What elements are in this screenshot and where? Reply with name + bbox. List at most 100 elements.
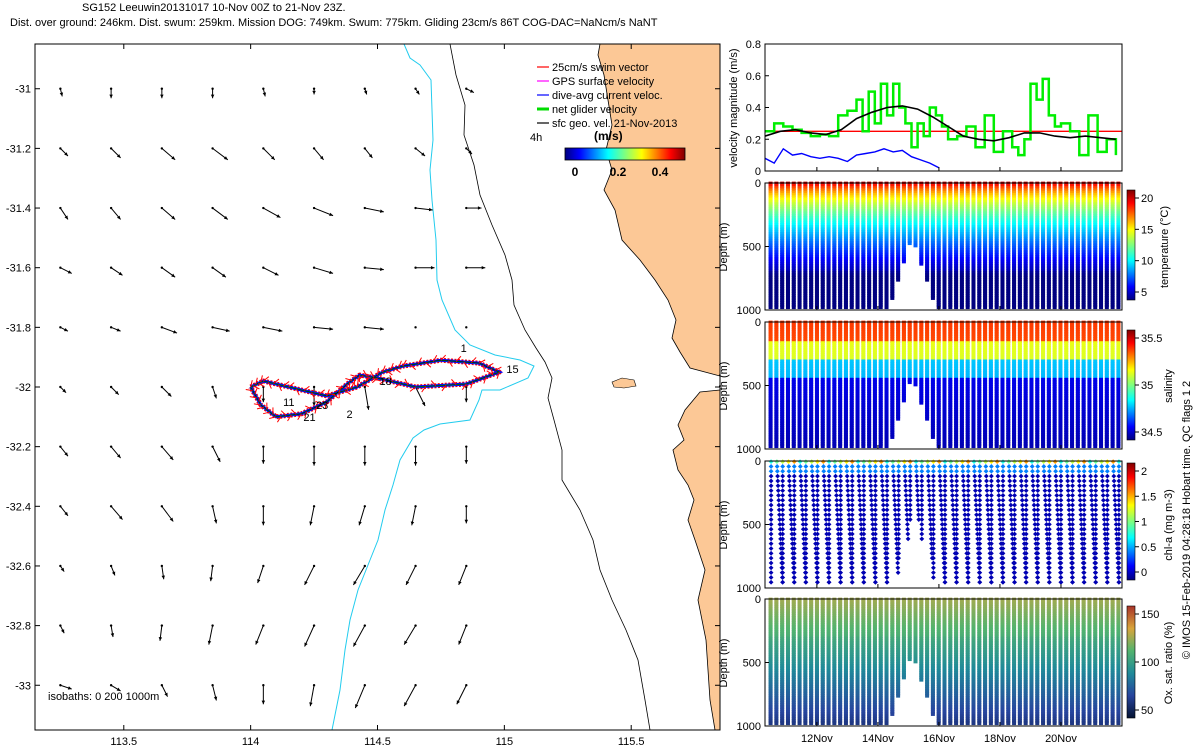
data-marker [780,375,785,380]
data-marker [971,183,976,188]
data-marker [803,227,808,232]
data-marker [843,334,848,339]
data-marker [1023,257,1028,262]
data-marker [971,279,976,284]
data-marker [872,400,877,405]
data-marker [896,238,901,243]
data-marker [843,190,848,195]
data-marker [814,211,819,216]
data-marker [861,277,866,282]
map-ytick-label: -32.8 [6,621,31,633]
data-marker [785,345,790,350]
data-marker [936,241,941,246]
data-marker [1000,300,1005,305]
data-marker [878,364,883,369]
data-marker [785,243,790,248]
data-marker [803,291,808,296]
data-marker [838,407,843,412]
data-marker [925,193,930,198]
data-marker [814,364,819,369]
data-marker [809,428,814,433]
swim-vector [305,405,312,410]
data-marker [843,359,848,364]
data-marker [791,183,796,188]
data-marker [838,206,843,211]
data-marker [896,325,901,330]
data-marker [890,243,895,248]
data-marker [994,300,999,305]
data-marker [855,373,860,378]
data-marker [1081,195,1086,200]
data-marker [925,275,930,280]
data-marker [971,247,976,252]
data-marker [843,382,848,387]
data-marker [768,245,773,250]
data-marker [1093,268,1098,273]
data-marker [780,320,785,325]
data-marker [861,380,866,385]
data-marker [832,334,837,339]
data-marker [843,393,848,398]
data-marker [872,225,877,230]
data-marker [797,295,802,300]
data-marker [1017,268,1022,273]
data-marker [1116,302,1121,307]
data-marker [1070,302,1075,307]
data-marker [809,305,814,310]
swim-vector [371,377,378,384]
data-marker [809,391,814,396]
colorbar-tick-label: 10 [1141,256,1153,268]
map-legend: 25cm/s swim vector GPS surface velocity … [530,62,686,179]
data-marker [1070,213,1075,218]
data-marker [948,245,953,250]
data-marker [774,282,779,287]
data-marker [820,193,825,198]
data-marker [872,245,877,250]
data-marker [1099,257,1104,262]
data-marker [1006,183,1011,188]
data-marker [896,389,901,394]
data-marker [1023,289,1028,294]
data-marker [774,341,779,346]
data-marker [803,336,808,341]
data-marker [1029,186,1034,191]
data-marker [907,211,912,216]
data-marker [768,234,773,239]
data-marker [791,380,796,385]
data-marker [1029,247,1034,252]
data-marker [1012,213,1017,218]
data-marker [907,220,912,225]
data-marker [826,183,831,188]
data-marker [977,286,982,291]
data-marker [814,282,819,287]
data-marker [925,222,930,227]
data-marker [1012,282,1017,287]
data-marker [878,341,883,346]
data-marker [1000,295,1005,300]
data-marker [826,416,831,421]
data-marker [1017,197,1022,202]
data-marker [1087,277,1092,282]
data-marker [1000,227,1005,232]
data-marker [884,218,889,223]
data-marker [843,432,848,437]
data-marker [948,199,953,204]
data-marker [780,425,785,430]
data-marker [1012,295,1017,300]
data-marker [1052,227,1057,232]
current-vector-head [261,398,266,403]
data-marker [890,277,895,282]
data-marker [832,391,837,396]
data-marker [1012,231,1017,236]
data-marker [1070,245,1075,250]
data-marker [838,421,843,426]
data-marker [1017,279,1022,284]
data-marker [884,373,889,378]
data-marker [803,289,808,294]
data-marker [959,195,964,200]
data-marker [878,391,883,396]
data-marker [809,295,814,300]
data-marker [797,391,802,396]
data-marker [1029,218,1034,223]
data-marker [919,199,924,204]
